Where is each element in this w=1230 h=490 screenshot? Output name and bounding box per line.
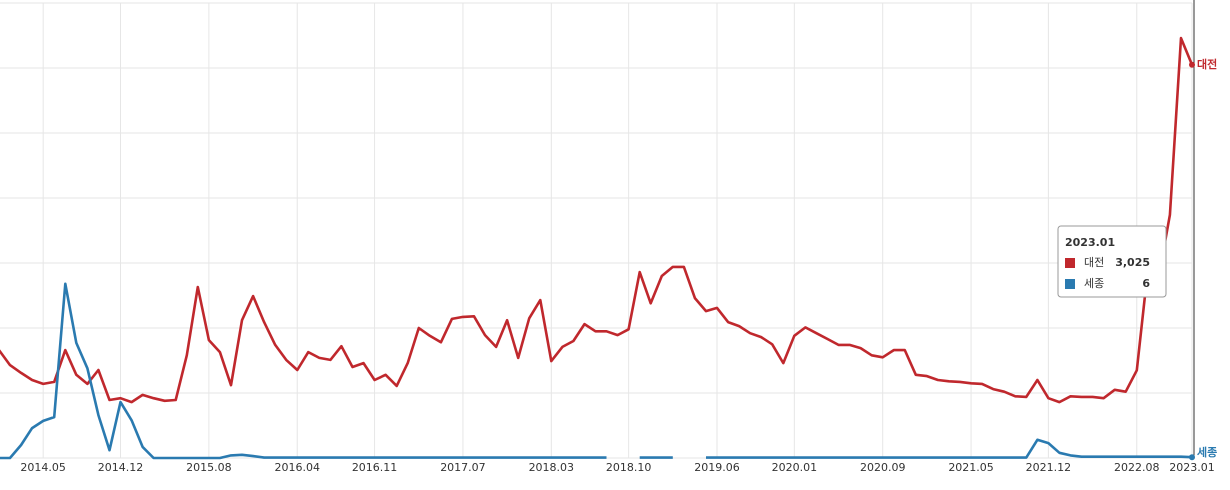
x-tick-label: 2018.10 bbox=[606, 461, 652, 474]
tooltip-value: 6 bbox=[1142, 277, 1150, 290]
x-tick-label: 2014.05 bbox=[20, 461, 66, 474]
end-label: 대전 bbox=[1197, 57, 1217, 71]
tooltip-name: 세종 bbox=[1084, 277, 1104, 290]
x-tick-label: 2021.05 bbox=[948, 461, 994, 474]
x-tick-label: 2014.12 bbox=[98, 461, 144, 474]
tooltip-name: 대전 bbox=[1084, 256, 1104, 269]
line bbox=[0, 282, 1193, 460]
x-tick-label: 2018.03 bbox=[529, 461, 575, 474]
x-tick-label: 2019.06 bbox=[694, 461, 740, 474]
tooltip: 2023.01 대전 3,025 세종 6 bbox=[1057, 225, 1167, 298]
x-tick-label: 2020.01 bbox=[772, 461, 818, 474]
x-tick-label: 2017.07 bbox=[440, 461, 486, 474]
tooltip-swatch bbox=[1065, 279, 1075, 289]
tooltip-box bbox=[1057, 225, 1167, 298]
end-dot bbox=[1189, 61, 1195, 68]
x-tick-label: 2016.11 bbox=[352, 461, 398, 474]
x-tick-label: 2023.01 bbox=[1169, 461, 1215, 474]
tooltip-swatch bbox=[1065, 258, 1075, 268]
end-dot bbox=[1189, 454, 1195, 461]
x-tick-label: 2015.08 bbox=[186, 461, 232, 474]
end-label: 세종 bbox=[1197, 445, 1217, 459]
x-tick-label: 2020.09 bbox=[860, 461, 906, 474]
line bbox=[0, 36, 1194, 404]
x-tick-label: 2016.04 bbox=[275, 461, 321, 474]
x-tick-label: 2022.08 bbox=[1114, 461, 1160, 474]
tooltip-title: 2023.01 bbox=[1065, 236, 1115, 249]
x-tick-label: 2021.12 bbox=[1026, 461, 1072, 474]
tooltip-value: 3,025 bbox=[1115, 256, 1150, 269]
